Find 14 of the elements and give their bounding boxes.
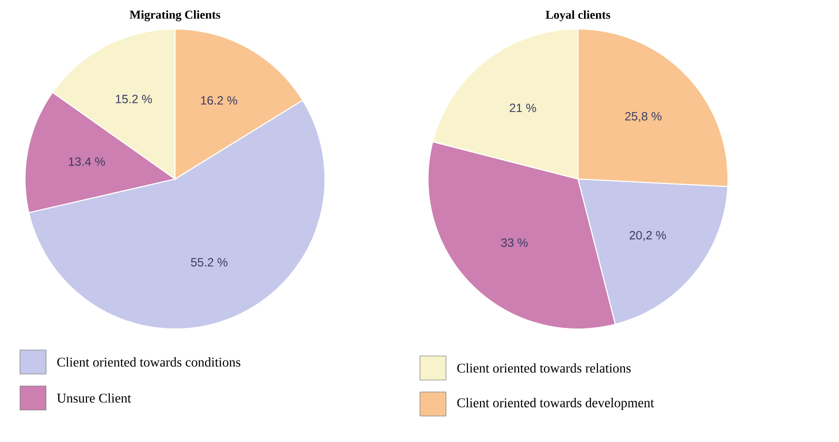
data-label: 21 % [510, 104, 536, 112]
data-label: 25,8 % [625, 112, 662, 122]
legend-label: Client oriented towards conditions [57, 357, 240, 367]
legend-label: Unsure Client [56, 393, 132, 403]
chart-title: Migrating Clients [130, 10, 220, 22]
data-label: 16.2 % [201, 96, 238, 105]
legend-label: Client oriented towards relations [457, 363, 631, 373]
data-label: 55.2 % [190, 258, 228, 266]
chart-title: Loyal clients [546, 10, 610, 22]
data-label: 33 % [501, 238, 528, 247]
data-label: 13.4 % [68, 157, 105, 166]
data-label: 20,2 % [630, 230, 666, 241]
legend-label: Client oriented towards development [457, 398, 654, 410]
data-label: 15.2 % [116, 94, 152, 104]
